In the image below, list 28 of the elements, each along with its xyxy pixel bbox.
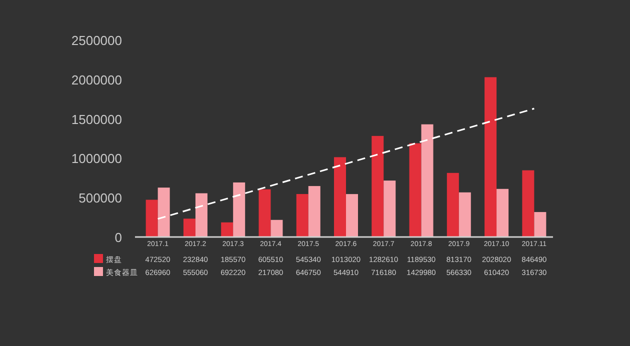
bar (409, 143, 422, 237)
bar (446, 172, 459, 237)
bar (308, 186, 320, 237)
bar (258, 189, 271, 237)
bar (522, 170, 534, 237)
bar (421, 124, 434, 237)
y-tick-label: 2500000 (71, 33, 122, 48)
bar (346, 194, 358, 237)
bar (296, 194, 308, 237)
y-tick-label: 500000 (78, 190, 122, 206)
y-tick-label: 1000000 (71, 151, 122, 166)
bar (334, 157, 346, 237)
y-tick-label: 1500000 (71, 112, 122, 127)
bar (233, 182, 246, 237)
bar (372, 136, 384, 237)
bar (484, 77, 497, 237)
bar (183, 218, 196, 237)
bar (384, 180, 396, 237)
bar (195, 193, 208, 237)
bar (534, 212, 546, 237)
y-tick-label: 0 (114, 230, 122, 245)
bar (496, 188, 509, 237)
bar (458, 192, 471, 237)
bar (158, 188, 170, 237)
y-tick-label: 2000000 (71, 72, 122, 88)
bar (221, 222, 234, 237)
bar (146, 200, 158, 237)
bar (270, 220, 283, 237)
